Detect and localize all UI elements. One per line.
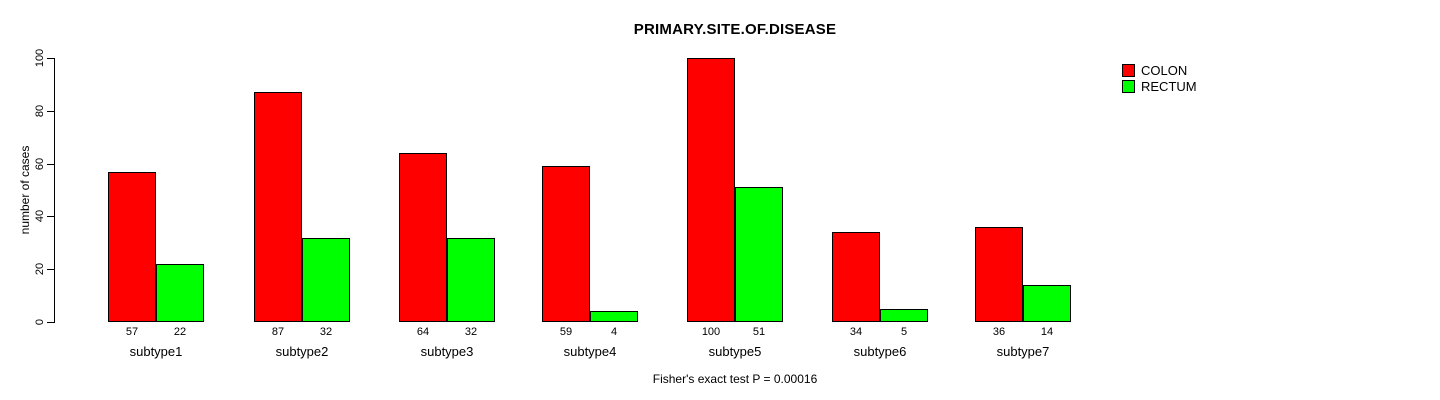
y-axis-tick-label-100: 100: [34, 48, 46, 68]
chart-title: PRIMARY.SITE.OF.DISEASE: [633, 21, 837, 38]
bar-value-label-colon-subtype7: 36: [992, 326, 1006, 338]
bar-rectum-subtype7: [1023, 285, 1071, 322]
category-label-subtype3: subtype3: [420, 344, 474, 359]
y-axis-label: number of cases: [18, 145, 32, 235]
y-axis-line: [54, 58, 55, 323]
bar-value-label-colon-subtype6: 34: [849, 326, 863, 338]
bar-value-label-colon-subtype1: 57: [125, 326, 139, 338]
colon-color-swatch: [1122, 63, 1135, 77]
y-axis-tick-label-40: 40: [34, 210, 46, 223]
bar-value-label-colon-subtype2: 87: [271, 326, 285, 338]
bar-value-label-colon-subtype5: 100: [701, 326, 721, 338]
bar-value-label-rectum-subtype1: 22: [173, 326, 187, 338]
legend-item-rectum: RECTUM: [1122, 78, 1197, 94]
bar-colon-subtype7: [975, 226, 1023, 322]
legend-label-rectum: RECTUM: [1141, 78, 1197, 94]
y-axis-tick-label-0: 0: [34, 318, 46, 326]
bar-rectum-subtype2: [302, 237, 350, 322]
bar-rectum-subtype6: [880, 308, 928, 322]
legend-label-colon: COLON: [1141, 62, 1188, 78]
bar-value-label-rectum-subtype5: 51: [752, 326, 766, 338]
category-label-subtype2: subtype2: [275, 344, 329, 359]
category-label-subtype6: subtype6: [853, 344, 907, 359]
bar-value-label-rectum-subtype7: 14: [1040, 326, 1054, 338]
bar-colon-subtype6: [832, 232, 880, 322]
y-axis-tick-80: [47, 111, 54, 112]
legend: COLON RECTUM: [1122, 62, 1197, 94]
bar-colon-subtype1: [108, 171, 156, 322]
fishers-test-annotation: Fisher's exact test P = 0.00016: [652, 372, 818, 386]
bar-rectum-subtype1: [156, 263, 204, 322]
bar-colon-subtype2: [254, 92, 302, 322]
bar-value-label-colon-subtype4: 59: [559, 326, 573, 338]
category-label-subtype5: subtype5: [708, 344, 762, 359]
bar-value-label-rectum-subtype6: 5: [900, 326, 908, 338]
rectum-color-swatch: [1122, 79, 1135, 93]
category-label-subtype1: subtype1: [129, 344, 183, 359]
y-axis-tick-label-80: 80: [34, 104, 46, 117]
bar-rectum-subtype4: [590, 311, 638, 322]
category-label-subtype4: subtype4: [563, 344, 617, 359]
bar-value-label-rectum-subtype2: 32: [319, 326, 333, 338]
bar-rectum-subtype3: [447, 237, 495, 322]
category-label-subtype7: subtype7: [996, 344, 1050, 359]
bar-rectum-subtype5: [735, 187, 783, 322]
y-axis-tick-0: [47, 322, 54, 323]
y-axis-tick-label-60: 60: [34, 157, 46, 170]
bar-colon-subtype5: [687, 58, 735, 322]
bar-colon-subtype3: [399, 153, 447, 322]
y-axis-tick-40: [47, 216, 54, 217]
bar-value-label-rectum-subtype3: 32: [464, 326, 478, 338]
y-axis-tick-60: [47, 164, 54, 165]
bar-value-label-rectum-subtype4: 4: [610, 326, 618, 338]
bar-colon-subtype4: [542, 166, 590, 322]
bar-value-label-colon-subtype3: 64: [416, 326, 430, 338]
legend-item-colon: COLON: [1122, 62, 1197, 78]
y-axis-tick-100: [47, 58, 54, 59]
y-axis-tick-label-20: 20: [34, 263, 46, 276]
y-axis-tick-20: [47, 269, 54, 270]
